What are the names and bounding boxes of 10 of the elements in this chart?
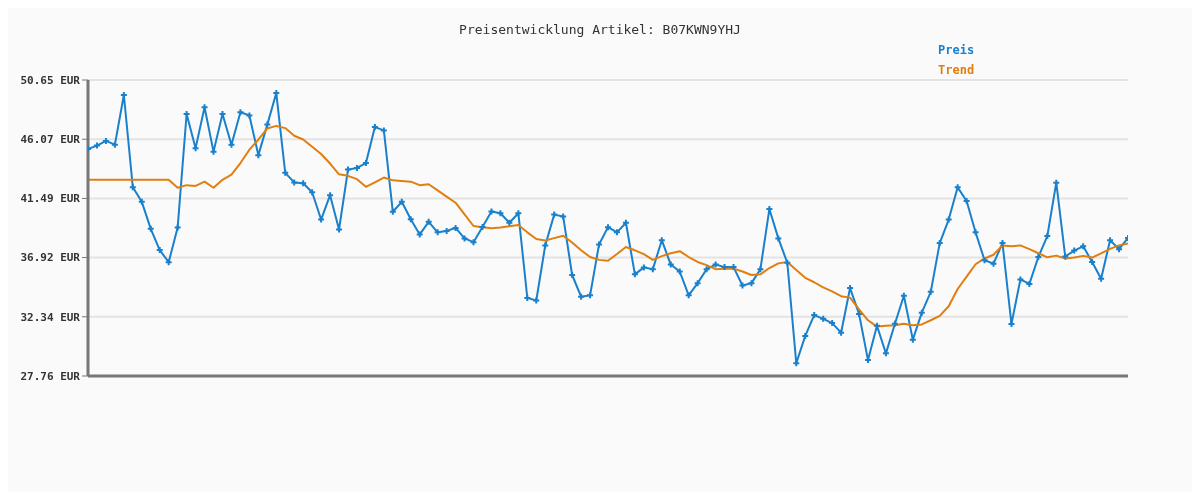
chart-title: Preisentwicklung Artikel: B07KWN9YHJ	[458, 22, 742, 37]
y-tick-label: 41.49 EUR	[20, 192, 81, 206]
y-tick-label: 27.76 EUR	[20, 369, 81, 383]
y-tick-label: 32.34 EUR	[20, 310, 81, 324]
y-tick-label: 50.65 EUR	[20, 73, 81, 87]
y-tick-label: 36.92 EUR	[20, 251, 81, 265]
text: Trend	[938, 62, 975, 79]
y-tick-label: 46.07 EUR	[20, 133, 81, 147]
text: Preis	[938, 42, 975, 59]
line-series	[88, 124, 1128, 328]
